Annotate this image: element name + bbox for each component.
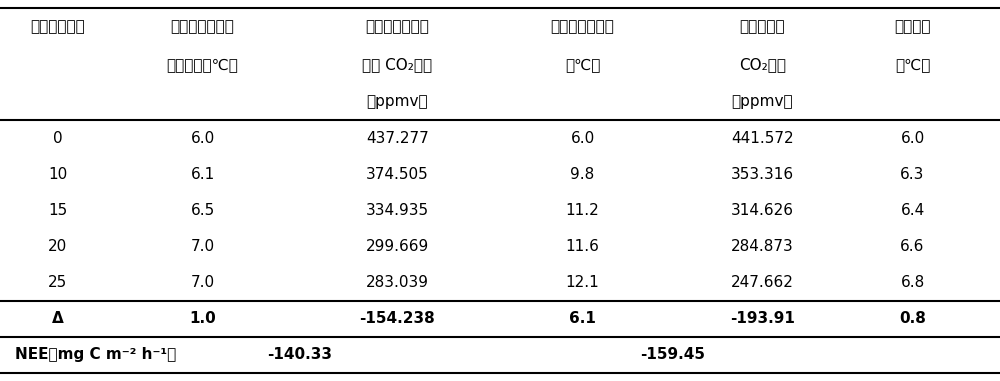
Text: 334.935: 334.935 [366, 203, 429, 218]
Text: 6.4: 6.4 [900, 203, 925, 218]
Text: 9.8: 9.8 [570, 167, 595, 182]
Text: CO₂浓度: CO₂浓度 [739, 57, 786, 72]
Text: 样箱 CO₂浓度: 样箱 CO₂浓度 [362, 57, 433, 72]
Text: Δ: Δ [52, 311, 63, 327]
Text: 12.1: 12.1 [566, 275, 599, 290]
Text: 6.0: 6.0 [570, 131, 595, 146]
Text: 样箱气温（℃）: 样箱气温（℃） [167, 57, 238, 72]
Text: 284.873: 284.873 [731, 239, 794, 254]
Text: （℃）: （℃） [565, 57, 600, 72]
Text: 353.316: 353.316 [731, 167, 794, 182]
Text: -154.238: -154.238 [360, 311, 435, 327]
Text: 15: 15 [48, 203, 67, 218]
Text: 0.8: 0.8 [899, 311, 926, 327]
Text: 6.3: 6.3 [900, 167, 925, 182]
Text: 采用温控装置采: 采用温控装置采 [366, 19, 429, 34]
Text: 7.0: 7.0 [190, 275, 215, 290]
Text: 10: 10 [48, 167, 67, 182]
Text: 传统采样箱气温: 传统采样箱气温 [551, 19, 614, 34]
Text: 7.0: 7.0 [190, 239, 215, 254]
Text: 6.0: 6.0 [190, 131, 215, 146]
Text: -159.45: -159.45 [640, 347, 705, 362]
Text: 441.572: 441.572 [731, 131, 794, 146]
Text: 0: 0 [53, 131, 62, 146]
Text: （ppmv）: （ppmv） [732, 94, 793, 109]
Text: 6.5: 6.5 [190, 203, 215, 218]
Text: 6.0: 6.0 [900, 131, 925, 146]
Text: 传统采样箱: 传统采样箱 [740, 19, 785, 34]
Text: -140.33: -140.33 [268, 347, 332, 362]
Text: 1.0: 1.0 [189, 311, 216, 327]
Text: 247.662: 247.662 [731, 275, 794, 290]
Text: 6.8: 6.8 [900, 275, 925, 290]
Text: -193.91: -193.91 [730, 311, 795, 327]
Text: 437.277: 437.277 [366, 131, 429, 146]
Text: （ppmv）: （ppmv） [367, 94, 428, 109]
Text: 采用温控装置采: 采用温控装置采 [171, 19, 234, 34]
Text: 实际气温: 实际气温 [894, 19, 931, 34]
Text: NEE（mg C m⁻² h⁻¹）: NEE（mg C m⁻² h⁻¹） [15, 347, 176, 362]
Text: 25: 25 [48, 275, 67, 290]
Text: 283.039: 283.039 [366, 275, 429, 290]
Text: 6.6: 6.6 [900, 239, 925, 254]
Text: 374.505: 374.505 [366, 167, 429, 182]
Text: （℃）: （℃） [895, 57, 930, 72]
Text: 20: 20 [48, 239, 67, 254]
Text: 11.6: 11.6 [566, 239, 599, 254]
Text: 299.669: 299.669 [366, 239, 429, 254]
Text: 6.1: 6.1 [190, 167, 215, 182]
Text: 6.1: 6.1 [569, 311, 596, 327]
Text: 11.2: 11.2 [566, 203, 599, 218]
Text: 时间（分钟）: 时间（分钟） [30, 19, 85, 34]
Text: 314.626: 314.626 [731, 203, 794, 218]
